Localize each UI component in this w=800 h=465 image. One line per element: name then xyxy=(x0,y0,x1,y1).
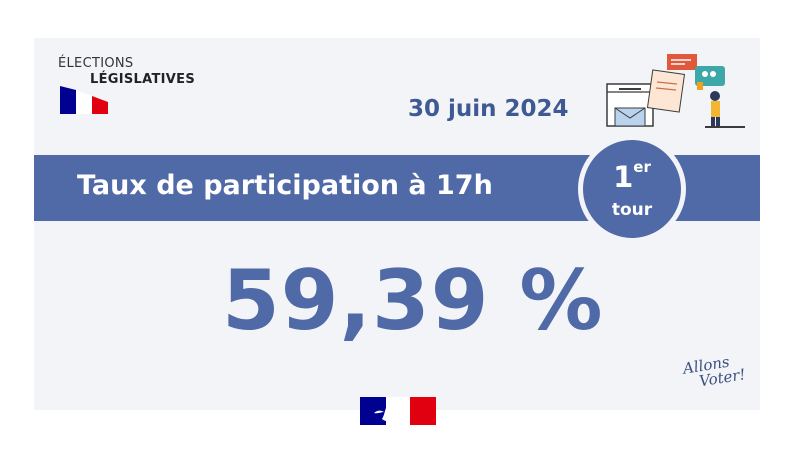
banner-title: Taux de participation à 17h xyxy=(77,170,493,201)
logo-line-legislatives: LÉGISLATIVES xyxy=(90,72,195,87)
round-number: 1er xyxy=(583,158,681,194)
logo-line-elections: ÉLECTIONS xyxy=(58,56,134,71)
round-badge: 1er tour xyxy=(578,135,686,243)
round-suffix: er xyxy=(633,158,651,176)
ballot-box-illustration-icon xyxy=(606,54,745,128)
french-flag-icon xyxy=(60,86,108,114)
election-date: 30 juin 2024 xyxy=(408,96,569,122)
round-number-value: 1 xyxy=(613,160,634,194)
marianne-republique-logo-icon xyxy=(360,397,436,425)
participation-value: 59,39 % xyxy=(222,252,604,349)
round-label: tour xyxy=(611,200,653,220)
